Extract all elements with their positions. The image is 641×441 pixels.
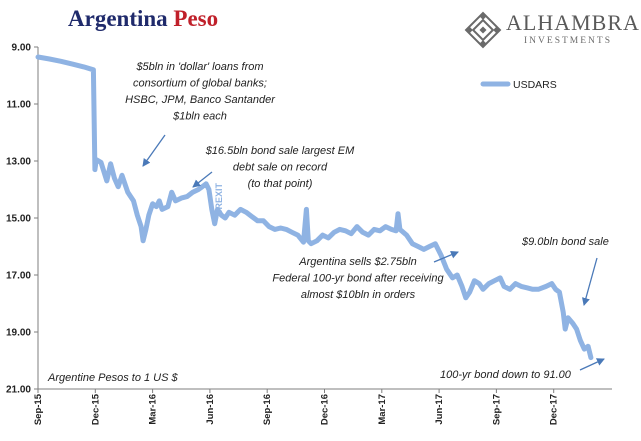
annotation-bond-sale-16-5-line: $16.5bln bond sale largest EM [205, 145, 355, 157]
annotation-dollar-loans-line: HSBC, JPM, Banco Santander [125, 94, 276, 106]
annotation-100yr-down: 100-yr bond down to 91.00 [440, 369, 572, 381]
annotation-dollar-loans-line: consortium of global banks; [133, 78, 267, 90]
logo-subtitle: INVESTMENTS [524, 36, 612, 46]
annotation-bond-sale-16-5-line: debt sale on record [233, 162, 328, 174]
annotation-bond-sale-9: $9.0bln bond sale [521, 236, 609, 248]
annotation-100yr-down-line: 100-yr bond down to 91.00 [440, 369, 572, 381]
arrow-100yr-bond [433, 251, 459, 263]
x-tick-label: Sep-15 [33, 393, 44, 425]
usdars-series-line [35, 54, 594, 361]
annotation-100yr-bond-line: Federal 100-yr bond after receiving [272, 273, 444, 285]
annotation-bond-sale-16-5: $16.5bln bond sale largest EM debt sale o… [205, 145, 355, 190]
alhambra-logo-icon [464, 11, 502, 49]
legend-label-usdars: USDARS [513, 79, 557, 91]
annotation-100yr-bond-line: Argentina sells $2.75bln [298, 256, 416, 268]
x-tick-label: Dec-15 [90, 393, 101, 425]
x-tick-label: Sep-16 [262, 394, 273, 425]
x-tick-label: Dec-17 [549, 394, 560, 425]
annotation-brexit: BREXIT [214, 183, 224, 217]
arrow-bond-sale-9 [582, 257, 598, 306]
annotation-dollar-loans-line: $1bln each [172, 111, 227, 123]
chart-title-accent: Peso [173, 6, 219, 31]
x-tick-label: Dec-16 [320, 394, 331, 425]
y-axis-description: Argentine Pesos to 1 US $ [47, 372, 179, 384]
arrow-dollar-loans [142, 134, 166, 167]
arrow-100yr-down [579, 358, 605, 371]
x-tick-label: Jun-17 [434, 394, 445, 425]
y-axis-description-line: Argentine Pesos to 1 US $ [47, 372, 179, 384]
annotation-dollar-loans: $5bln in 'dollar' loans from consortium o… [125, 61, 276, 123]
y-tick-label: 19.00 [6, 328, 31, 339]
x-tick-label: Mar-16 [148, 394, 159, 425]
y-tick-label: 17.00 [6, 271, 31, 282]
y-tick-label: 9.00 [12, 43, 32, 54]
annotation-100yr-bond-line: almost $10bln in orders [301, 289, 416, 301]
y-tick-label: 15.00 [6, 214, 31, 225]
y-tick-label: 13.00 [6, 157, 31, 168]
arrow-bond-sale-16-5 [192, 171, 213, 188]
annotation-100yr-bond: Argentina sells $2.75bln Federal 100-yr b… [272, 256, 444, 301]
annotation-bond-sale-16-5-line: (to that point) [248, 178, 313, 190]
annotation-dollar-loans-line: $5bln in 'dollar' loans from [135, 61, 263, 73]
chart-title-main: Argentina [68, 6, 168, 31]
logo-name: ALHAMBRA [506, 10, 640, 35]
y-tick-label: 21.00 [6, 385, 31, 396]
annotation-bond-sale-9-line: $9.0bln bond sale [521, 236, 609, 248]
x-tick-label: Mar-17 [377, 394, 388, 425]
x-tick-label: Sep-17 [491, 394, 502, 425]
chart-title: Argentina Peso [68, 6, 218, 32]
x-tick-label: Jun-16 [205, 394, 216, 425]
y-tick-label: 11.00 [7, 100, 32, 111]
